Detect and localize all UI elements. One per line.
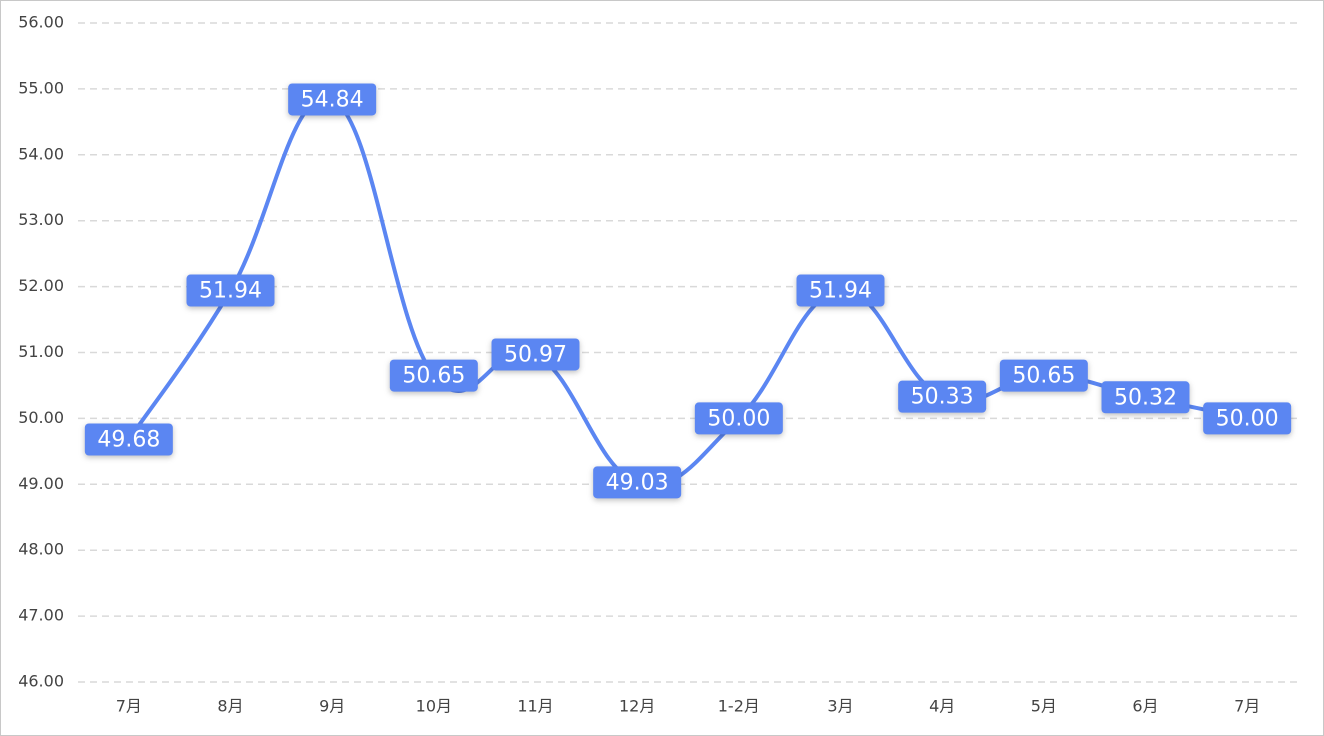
value-label: 50.65 <box>402 364 465 389</box>
y-tick-label: 50.00 <box>18 408 64 427</box>
value-label-box <box>288 83 377 116</box>
y-tick-label: 53.00 <box>18 210 64 229</box>
value-label-box <box>898 380 987 413</box>
value-label: 54.84 <box>301 87 364 112</box>
value-label-box <box>1101 381 1190 414</box>
value-label-box <box>593 466 682 499</box>
value-label: 50.32 <box>1114 385 1177 410</box>
value-label-box <box>694 402 783 435</box>
x-tick-label: 11月 <box>517 697 553 716</box>
x-tick-label: 1-2月 <box>718 697 760 716</box>
x-tick-label: 4月 <box>929 697 955 716</box>
value-label-box <box>186 274 275 307</box>
y-tick-label: 46.00 <box>18 672 64 691</box>
x-tick-label: 6月 <box>1132 697 1158 716</box>
y-tick-label: 56.00 <box>18 13 64 32</box>
y-tick-label: 49.00 <box>18 474 64 493</box>
y-tick-label: 54.00 <box>18 144 64 163</box>
x-tick-label: 9月 <box>319 697 345 716</box>
y-tick-label: 55.00 <box>18 78 64 97</box>
value-label-box <box>999 359 1088 392</box>
value-label-box <box>1203 402 1292 435</box>
value-label: 50.97 <box>504 342 567 367</box>
value-label-box <box>389 359 478 392</box>
x-tick-label: 10月 <box>416 697 452 716</box>
x-tick-label: 8月 <box>217 697 243 716</box>
value-label: 50.33 <box>911 385 974 410</box>
x-tick-label: 7月 <box>116 697 142 716</box>
value-label: 50.00 <box>707 406 770 431</box>
y-tick-label: 51.00 <box>18 342 64 361</box>
x-tick-label: 12月 <box>619 697 655 716</box>
y-tick-label: 48.00 <box>18 540 64 559</box>
y-tick-label: 47.00 <box>18 606 64 625</box>
value-label: 51.94 <box>809 279 872 304</box>
value-label: 50.65 <box>1012 364 1075 389</box>
x-tick-label: 5月 <box>1031 697 1057 716</box>
value-label: 49.03 <box>606 470 669 495</box>
value-label: 51.94 <box>199 279 262 304</box>
value-label-box <box>84 423 173 456</box>
x-tick-label: 3月 <box>827 697 853 716</box>
value-label: 50.00 <box>1216 406 1279 431</box>
y-tick-label: 52.00 <box>18 276 64 295</box>
value-label-box <box>491 338 580 371</box>
value-label-box <box>796 274 885 307</box>
value-label: 49.68 <box>97 427 160 452</box>
x-tick-label: 7月 <box>1234 697 1260 716</box>
